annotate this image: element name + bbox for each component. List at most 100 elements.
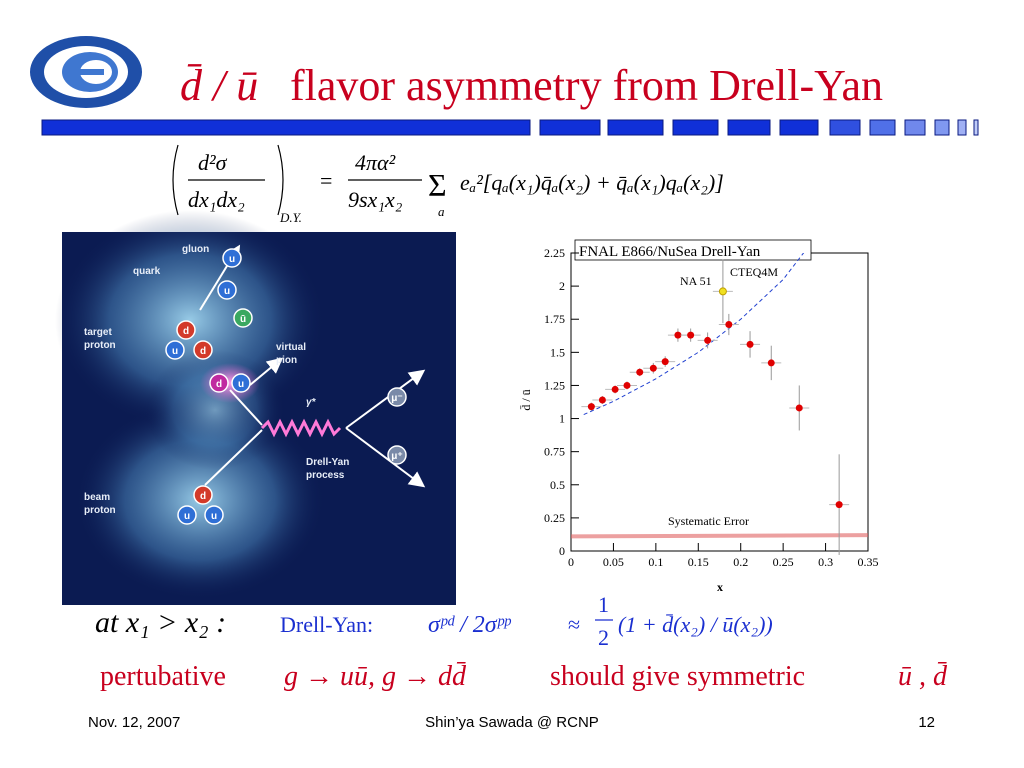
quark-label: d	[200, 491, 206, 502]
asym-expr: (1 + d̄(x₂) / ū(x₂))	[618, 612, 773, 637]
quark-label: u	[211, 511, 217, 522]
quark	[387, 445, 407, 465]
formula-num2: 4πα²	[355, 150, 396, 175]
x-tick-label: 0	[568, 555, 574, 569]
approx: ≈	[568, 612, 580, 637]
quark	[176, 320, 196, 340]
title: flavor asymmetry from Drell-Yan	[290, 61, 883, 110]
formula: d²σ dx₁dx₂ D.Y. = 4πα² 9sx₁x₂ Σ a eₐ²[qₐ…	[172, 144, 724, 225]
x-tick-label: 0.3	[818, 555, 833, 569]
drell-yan-diagram: gluon quark target proton virtual pion γ…	[55, 210, 456, 605]
x-tick-label: 0.15	[688, 555, 709, 569]
logo	[30, 36, 142, 108]
data-point	[636, 368, 644, 376]
statement: pertubative	[100, 661, 226, 692]
data-point	[649, 364, 657, 372]
quark-label: u	[229, 254, 235, 265]
quark-label: d	[216, 379, 222, 390]
quark-label: u	[172, 346, 178, 357]
formula-eq: =	[320, 168, 332, 193]
data-point	[725, 321, 733, 329]
x-axis-label: x	[717, 580, 723, 594]
quark	[233, 308, 253, 328]
data-point	[623, 381, 631, 389]
x-tick-label: 0.1	[648, 555, 663, 569]
y-tick-label: 0.25	[544, 511, 565, 525]
diagram-label: pion	[276, 355, 297, 366]
y-tick-label: 0	[559, 544, 565, 558]
data-point	[611, 385, 619, 393]
quark	[165, 340, 185, 360]
diagram-label: process	[306, 470, 345, 481]
formula-den2: 9sx₁x₂	[348, 187, 403, 212]
chart-title-box	[574, 239, 812, 261]
quark-label: d	[183, 326, 189, 337]
x-tick-label: 0.25	[773, 555, 794, 569]
chart-frame	[516, 232, 880, 572]
data-point	[687, 331, 695, 339]
diagram-label: proton	[84, 340, 116, 351]
systematic-band	[571, 533, 868, 539]
quark	[193, 340, 213, 360]
data-point	[598, 396, 606, 404]
quark-label: ū	[240, 314, 246, 325]
statement: should give symmetric	[550, 661, 805, 692]
diagram-label: γ*	[306, 397, 317, 408]
y-tick-label: 1	[559, 412, 565, 426]
plot-content	[571, 253, 868, 539]
condition: at x₁ > x₂ :	[95, 606, 226, 639]
x-tick-label: 0.35	[858, 555, 879, 569]
quark	[231, 373, 251, 393]
footer-date: Nov. 12, 2007	[88, 714, 180, 731]
data-point	[674, 331, 682, 339]
data-point	[835, 501, 843, 509]
y-tick-label: 1.75	[544, 312, 565, 326]
series-label: CTEQ4M	[730, 265, 778, 279]
formula-sum: Σ	[428, 167, 447, 203]
formula-sum-index: a	[438, 204, 445, 219]
quark	[193, 485, 213, 505]
diagram-label: gluon	[182, 244, 209, 255]
x-tick-label: 0.2	[733, 555, 748, 569]
data-point	[661, 358, 669, 366]
chart-title: FNAL E866/NuSea Drell-Yan	[579, 244, 761, 260]
series-label: NA 51	[680, 274, 712, 288]
footer-author: Shin’ya Sawada @ RCNP	[425, 714, 599, 731]
quark	[204, 505, 224, 525]
quark	[209, 373, 229, 393]
half-num: 1	[598, 592, 609, 617]
y-tick-label: 1.25	[544, 378, 565, 392]
series-label: Systematic Error	[668, 514, 749, 528]
quark	[177, 505, 197, 525]
y-axis-label: d̄ / ū	[519, 389, 533, 410]
formula-den: dx₁dx₂	[188, 187, 245, 212]
quark-label: μ⁺	[391, 451, 402, 462]
data-point	[746, 340, 754, 348]
drell-yan-label: Drell-Yan:	[280, 612, 373, 637]
y-tick-label: 2.25	[544, 246, 565, 260]
data-point	[718, 287, 727, 296]
data-point	[587, 403, 595, 411]
formula-num: d²σ	[198, 150, 228, 175]
quark	[217, 280, 237, 300]
quark	[387, 387, 407, 407]
title-math: d̄ / ū	[180, 61, 258, 110]
diagram-label: quark	[133, 266, 161, 277]
diagram-label: proton	[84, 505, 116, 516]
quark-label: u	[184, 511, 190, 522]
quark-label: d	[200, 346, 206, 357]
diagram-label: target	[84, 327, 112, 338]
y-tick-label: 1.5	[550, 345, 565, 359]
ratio: σᵖᵈ / 2σᵖᵖ	[428, 612, 511, 638]
x-tick-label: 0.05	[603, 555, 624, 569]
y-tick-label: 2	[559, 279, 565, 293]
diagram-label: virtual	[276, 342, 306, 353]
data-point	[704, 336, 712, 344]
statement-math: ū , d̄	[898, 661, 948, 692]
diagram-label: beam	[84, 492, 110, 503]
y-tick-label: 0.5	[550, 478, 565, 492]
y-tick-label: 0.75	[544, 445, 565, 459]
footer-page: 12	[918, 714, 935, 731]
formula-sub: D.Y.	[279, 210, 302, 225]
